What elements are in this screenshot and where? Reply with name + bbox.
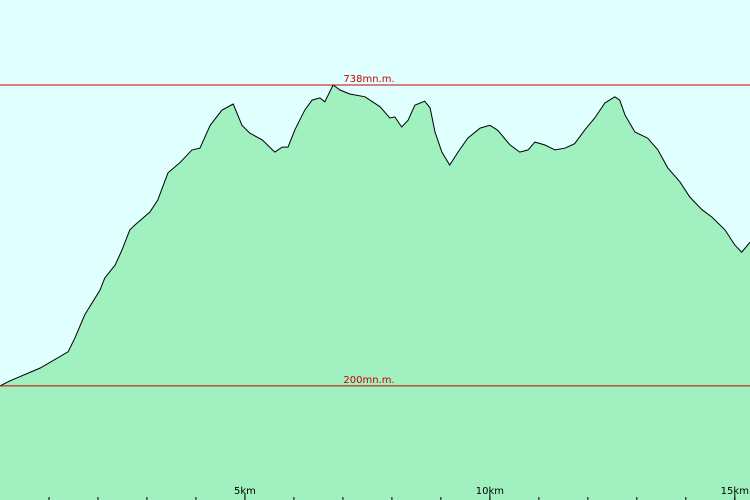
reference-label: 200mn.m.	[343, 375, 394, 386]
x-tick-label: 5km	[234, 486, 256, 497]
profile-line	[0, 84, 750, 387]
x-tick-label: 10km	[476, 486, 504, 497]
x-tick-label: 15km	[721, 486, 749, 497]
reference-label: 738mn.m.	[343, 74, 394, 85]
area	[0, 85, 750, 500]
